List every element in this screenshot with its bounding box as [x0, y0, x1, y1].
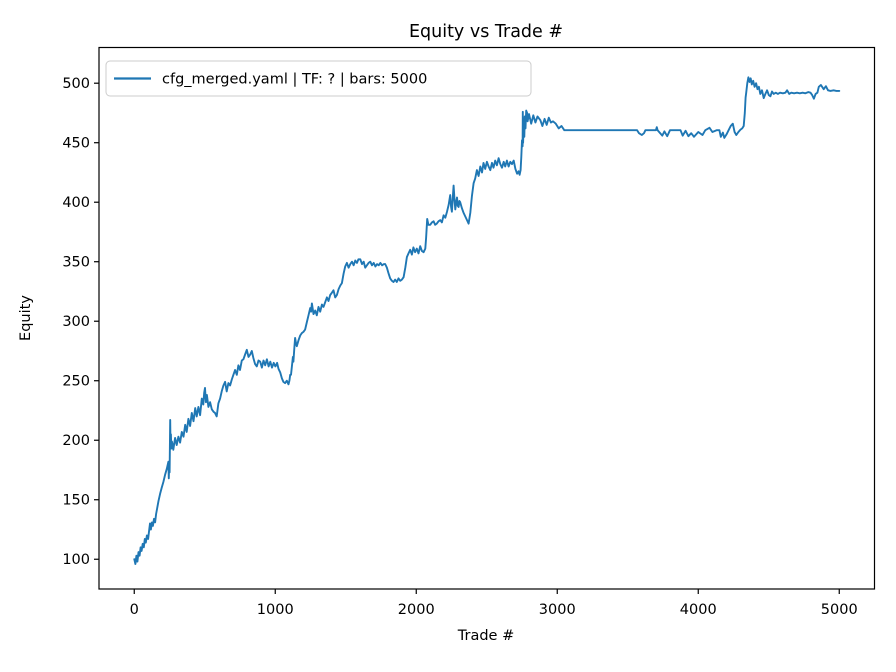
y-axis-label: Equity	[18, 295, 34, 341]
x-tick-label: 0	[130, 602, 139, 618]
y-tick-label: 150	[62, 493, 90, 509]
chart-title: Equity vs Trade #	[409, 22, 563, 42]
x-tick-label: 2000	[398, 602, 435, 618]
y-tick-label: 450	[62, 136, 90, 152]
plot-area	[133, 76, 841, 565]
plot-border	[98, 46, 876, 590]
y-tick-label: 400	[62, 195, 90, 211]
equity-line	[133, 76, 841, 565]
x-axis: 0 1000 2000 3000 4000 5000	[130, 589, 858, 618]
legend: cfg_merged.yaml | TF: ? | bars: 5000	[105, 60, 532, 97]
x-tick-label: 4000	[680, 602, 717, 618]
y-tick-label: 250	[62, 374, 90, 390]
x-tick-label: 1000	[257, 602, 294, 618]
y-tick-label: 500	[62, 76, 90, 92]
y-tick-label: 200	[62, 433, 90, 449]
x-tick-label: 3000	[539, 602, 576, 618]
x-axis-label: Trade #	[457, 628, 514, 644]
legend-box	[105, 60, 532, 97]
y-axis: 100 150 200 250 300 350 400 450 500	[62, 76, 99, 568]
x-tick-label: 5000	[821, 602, 858, 618]
y-tick-label: 350	[62, 255, 90, 271]
y-tick-label: 300	[62, 314, 90, 330]
y-tick-label: 100	[62, 552, 90, 568]
legend-label: cfg_merged.yaml | TF: ? | bars: 5000	[162, 72, 427, 88]
